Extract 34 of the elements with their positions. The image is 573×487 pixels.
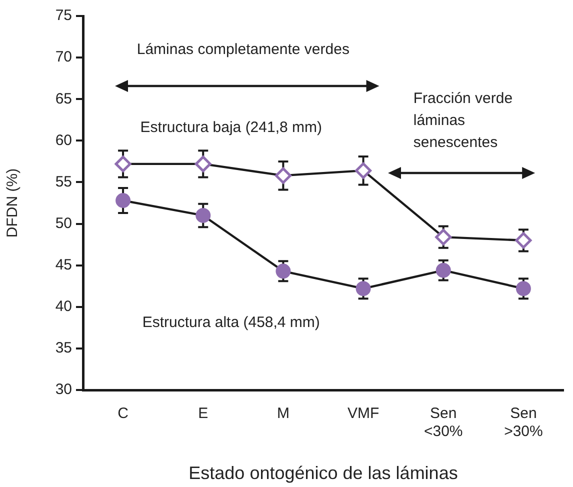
point [196, 208, 211, 223]
y-tick-label: 60 [55, 132, 72, 149]
point [276, 264, 291, 279]
x-tick-label: Sen <30% [424, 405, 463, 440]
point [274, 167, 292, 184]
x-axis-title: Estado ontogénico de las láminas [188, 463, 458, 484]
point [516, 281, 531, 296]
x-tick-label: Sen >30% [504, 405, 543, 440]
x-tick-label: E [198, 405, 208, 422]
y-tick-label: 75 [55, 7, 72, 24]
y-tick-label: 30 [55, 381, 72, 398]
y-axis-title: DFDN (%) [4, 168, 22, 238]
x-tick-label: C [118, 405, 129, 422]
point [515, 232, 532, 249]
y-tick-label: 35 [55, 340, 72, 357]
point [435, 228, 452, 246]
point [356, 281, 371, 296]
point [114, 156, 132, 172]
y-tick-label: 40 [55, 298, 72, 316]
annotation: Estructura baja (241,8 mm) [140, 118, 322, 138]
point [194, 156, 212, 172]
point [436, 262, 451, 278]
point [116, 193, 131, 208]
y-tick-label: 55 [55, 173, 72, 190]
y-tick-label: 45 [55, 256, 72, 274]
annotation: Fracción verde láminas senescentes [413, 89, 514, 153]
annotation: Láminas completamente verdes [136, 40, 350, 60]
y-tick-label: 65 [55, 90, 72, 108]
y-tick-label: 50 [55, 214, 72, 232]
x-tick-label: M [276, 405, 290, 422]
x-tick-label: VMF [347, 405, 380, 422]
annotation: Estructura alta (458,4 mm) [142, 313, 320, 333]
point [355, 162, 372, 179]
y-tick-label: 70 [55, 48, 72, 66]
